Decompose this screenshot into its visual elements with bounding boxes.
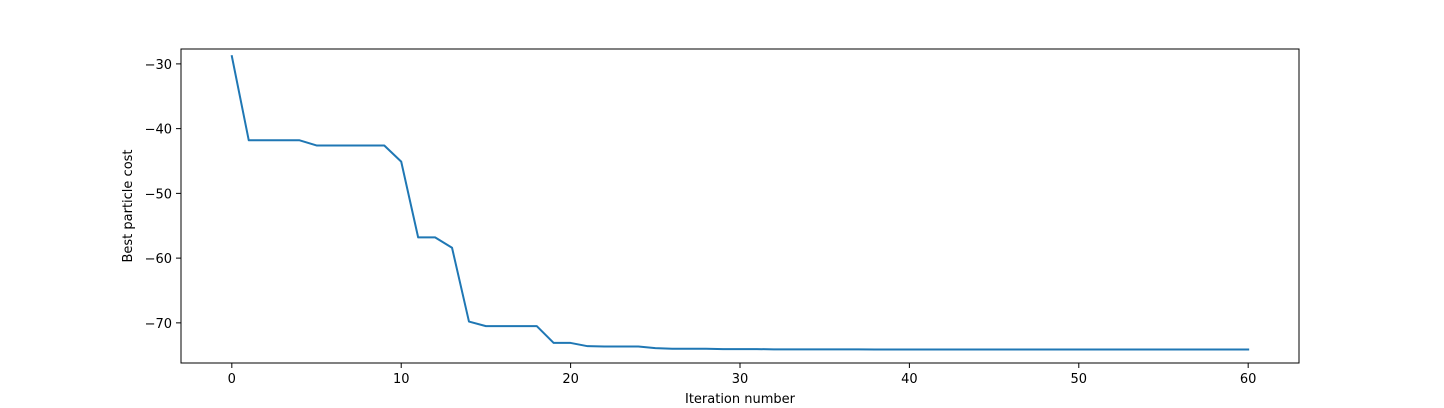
x-tick-label: 60 [1240, 372, 1257, 387]
y-tick-label: −50 [145, 187, 172, 202]
y-tick-label: −30 [145, 58, 172, 73]
y-tick-label: −40 [145, 123, 172, 138]
y-axis-label: Best particle cost [121, 149, 136, 262]
x-tick-label: 20 [562, 372, 579, 387]
x-tick-label: 50 [1071, 372, 1088, 387]
x-tick-label: 10 [393, 372, 410, 387]
x-tick-label: 0 [228, 372, 236, 387]
x-tick-label: 30 [732, 372, 749, 387]
series-line [230, 54, 1250, 351]
x-axis-label: Iteration number [685, 392, 796, 407]
x-tick-label: 40 [901, 372, 918, 387]
y-axis-ticks: −30 −40 −50 −60 −70 [145, 58, 181, 332]
y-tick-label: −70 [145, 317, 172, 332]
plot-area-frame [180, 48, 1300, 364]
y-tick-label: −60 [145, 252, 172, 267]
x-axis-ticks: 0 10 20 30 40 50 60 [228, 363, 1257, 387]
